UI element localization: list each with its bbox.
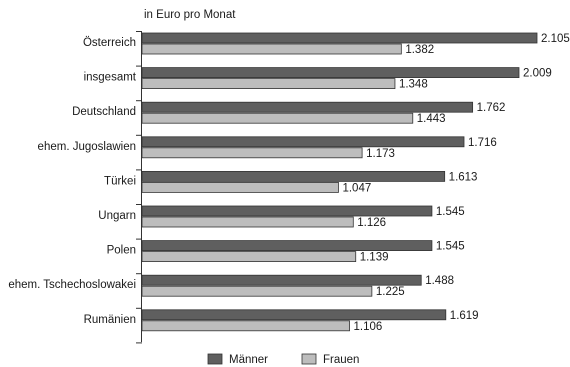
bar-maenner: [141, 170, 446, 182]
legend-swatch: [301, 353, 317, 365]
value-label: 1.139: [360, 252, 389, 264]
bar-frauen: [141, 285, 373, 297]
category-label: ehem. Jugoslawien: [38, 141, 136, 153]
value-label: 1.613: [449, 171, 478, 183]
value-label: 1.443: [417, 113, 446, 125]
category-label: ehem. Tschechoslowakei: [8, 279, 136, 291]
value-label: 1.126: [357, 217, 386, 229]
value-label: 1.545: [436, 241, 465, 253]
legend-label: Männer: [229, 354, 268, 366]
category-label: Ungarn: [98, 210, 136, 222]
unit-label: in Euro pro Monat: [144, 9, 236, 21]
value-label: 1.619: [450, 310, 479, 322]
legend: Männer Frauen: [207, 353, 359, 366]
value-label: 1.488: [425, 275, 454, 287]
bar-frauen: [141, 251, 357, 263]
category-labels: Österreich insgesamt Deutschland ehem. Jugo…: [8, 31, 142, 344]
bar-maenner: [141, 240, 433, 252]
value-label: 1.047: [342, 182, 371, 194]
bar-frauen: [141, 320, 350, 332]
bar-maenner: [141, 136, 465, 148]
value-label: 1.382: [405, 44, 434, 56]
category-label: Türkei: [104, 175, 136, 187]
value-label: 1.762: [477, 102, 506, 114]
bar-maenner: [141, 205, 433, 217]
bar-frauen: [141, 181, 339, 193]
value-label: 2.009: [523, 68, 552, 80]
value-label: 1.545: [436, 206, 465, 218]
category-label: Polen: [107, 245, 136, 257]
bar-maenner: [141, 101, 474, 113]
value-label: 1.348: [399, 79, 428, 91]
category-label: Rumänien: [84, 314, 136, 326]
bar-frauen: [141, 78, 396, 89]
bars: 2.105 1.382 2.009 1.348 1.762 1.443 1.716 1.173…: [141, 32, 570, 333]
legend-label: Frauen: [323, 354, 359, 366]
value-label: 1.716: [468, 137, 497, 149]
value-label: 1.225: [376, 286, 405, 298]
bar-frauen: [141, 216, 354, 228]
bar-frauen: [141, 43, 402, 55]
category-label: Österreich: [83, 37, 136, 49]
bar-maenner: [141, 309, 447, 321]
legend-swatch: [207, 353, 223, 365]
bar-maenner: [141, 32, 538, 44]
value-label: 2.105: [541, 33, 570, 45]
category-label: insgesamt: [84, 72, 137, 84]
bar-frauen: [141, 147, 363, 159]
bar-frauen: [141, 112, 414, 124]
bar-maenner: [141, 67, 520, 78]
value-label: 1.173: [366, 148, 395, 160]
value-label: 1.106: [354, 321, 383, 333]
category-label: Deutschland: [72, 106, 136, 118]
bar-maenner: [141, 274, 422, 286]
